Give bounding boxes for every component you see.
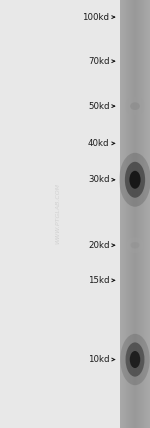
Text: 15kd: 15kd xyxy=(88,276,110,285)
Text: 40kd: 40kd xyxy=(88,139,110,148)
Ellipse shape xyxy=(125,97,145,116)
Text: 10kd: 10kd xyxy=(88,355,110,364)
Text: 70kd: 70kd xyxy=(88,56,110,66)
Ellipse shape xyxy=(130,242,140,248)
Text: 100kd: 100kd xyxy=(82,12,109,22)
Ellipse shape xyxy=(126,342,144,377)
Ellipse shape xyxy=(120,334,150,385)
Ellipse shape xyxy=(130,102,140,110)
Ellipse shape xyxy=(119,153,150,207)
Ellipse shape xyxy=(129,171,141,189)
Ellipse shape xyxy=(130,351,140,368)
Text: 20kd: 20kd xyxy=(88,241,110,250)
Text: 50kd: 50kd xyxy=(88,101,110,111)
Ellipse shape xyxy=(126,237,144,253)
Text: WWW.PTGLAB.COM: WWW.PTGLAB.COM xyxy=(55,184,60,244)
Ellipse shape xyxy=(125,162,145,198)
Text: 30kd: 30kd xyxy=(88,175,110,184)
